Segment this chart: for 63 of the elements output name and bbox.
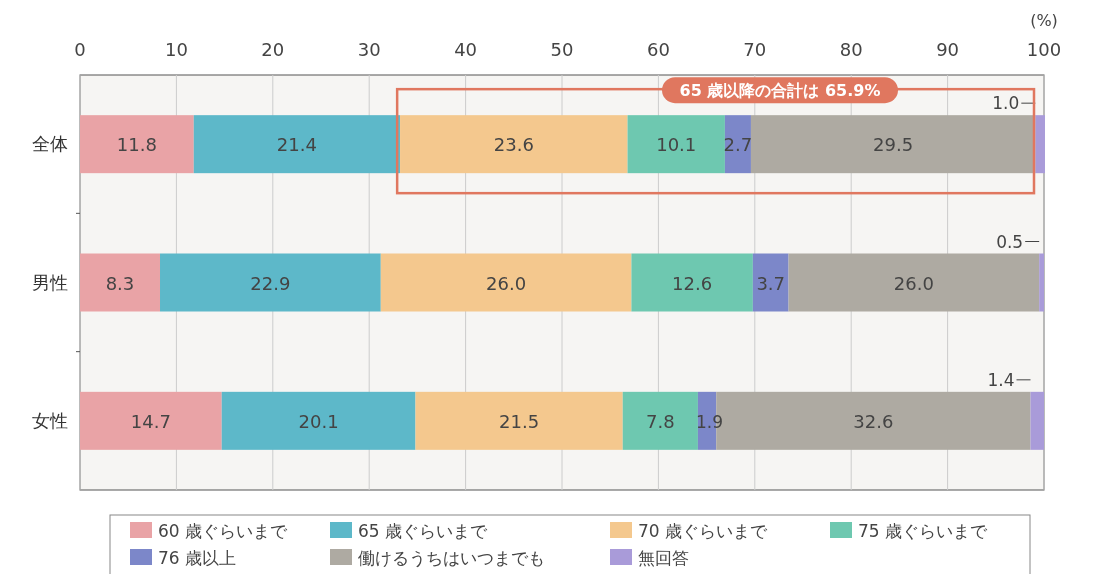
data-label: 26.0 <box>893 272 934 294</box>
data-label: 20.1 <box>298 410 339 432</box>
y-tick-label: 女性 <box>32 409 68 431</box>
legend-label: 60 歳ぐらいまで <box>158 521 289 541</box>
data-label: 21.4 <box>276 134 317 156</box>
bar <box>1035 115 1045 174</box>
data-label: 1.9 <box>695 411 723 432</box>
data-label: 23.6 <box>493 134 534 156</box>
data-label: 7.8 <box>646 410 675 432</box>
x-tick-label: 90 <box>936 39 960 60</box>
data-label: 8.3 <box>105 272 135 294</box>
bar <box>752 253 789 312</box>
x-tick-label: 60 <box>646 39 670 60</box>
bar <box>221 391 416 450</box>
legend-label: 75 歳ぐらいまで <box>858 521 989 541</box>
x-tick-label: 50 <box>550 39 574 60</box>
legend-label: 働けるうちはいつまでも <box>358 548 545 568</box>
x-axis-title: (%) <box>1030 11 1058 30</box>
data-label: 22.9 <box>250 272 291 294</box>
y-tick-label: 男性 <box>32 271 68 293</box>
annotation: 65 歳以降の合計は 65.9% <box>679 81 881 101</box>
bar <box>400 115 628 174</box>
bar <box>631 253 753 312</box>
data-label: 1.0 <box>992 93 1020 114</box>
bar <box>80 253 161 312</box>
bar <box>380 253 632 312</box>
data-label: 29.5 <box>873 134 914 156</box>
data-label: 2.7 <box>723 134 753 156</box>
x-tick-label: 40 <box>454 39 478 60</box>
bar <box>1030 391 1044 450</box>
x-tick-label: 10 <box>164 39 188 60</box>
x-tick-label: 30 <box>357 39 381 60</box>
data-label: 11.8 <box>116 134 157 156</box>
legend-label: 76 歳以上 <box>158 548 237 568</box>
y-tick-label: 全体 <box>32 133 68 155</box>
legend-label: 無回答 <box>638 548 689 568</box>
x-tick-label: 100 <box>1026 39 1062 60</box>
data-label: 1.4 <box>987 369 1015 390</box>
bar <box>80 115 194 174</box>
bar <box>788 253 1040 312</box>
bar <box>1039 253 1044 312</box>
x-tick-label: 70 <box>743 39 767 60</box>
data-label: 21.5 <box>499 410 540 432</box>
data-label: 12.6 <box>672 272 713 294</box>
data-label: 3.7 <box>756 272 786 294</box>
bar <box>622 391 698 450</box>
data-label: 26.0 <box>486 272 527 294</box>
legend-label: 70 歳ぐらいまで <box>638 521 769 541</box>
bar <box>80 391 222 450</box>
legend-label: 65 歳ぐらいまで <box>358 521 489 541</box>
bar <box>160 253 381 312</box>
bar <box>415 391 623 450</box>
bar <box>750 115 1036 174</box>
x-tick-label: 80 <box>839 39 863 60</box>
bar <box>193 115 401 174</box>
x-tick-label: 20 <box>261 39 285 60</box>
x-tick-label: 0 <box>74 39 86 60</box>
data-label: 32.6 <box>853 410 894 432</box>
bar <box>627 115 725 174</box>
data-label: 10.1 <box>656 134 697 156</box>
bar <box>724 115 751 174</box>
data-label: 0.5 <box>996 231 1024 252</box>
data-label: 14.7 <box>130 410 171 432</box>
